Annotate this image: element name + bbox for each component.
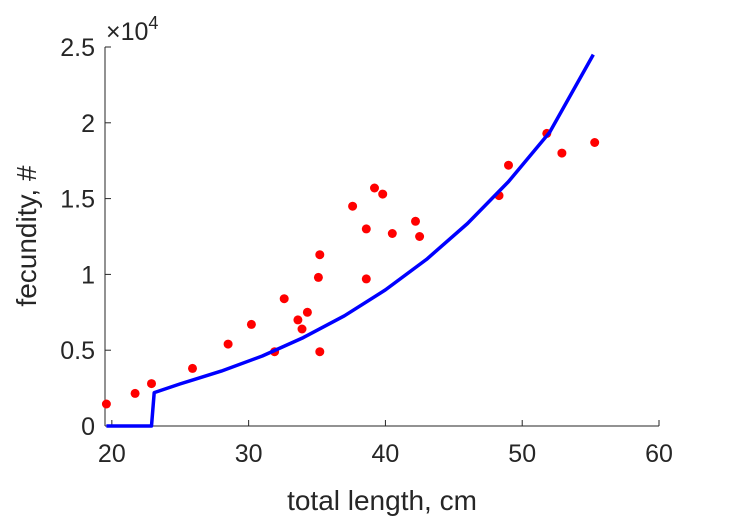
- fitted-curve-line: [106, 53, 595, 428]
- data-point: [361, 224, 371, 234]
- data-point: [130, 388, 140, 398]
- data-point: [415, 232, 425, 241]
- x-axis-label: total length, cm: [287, 485, 477, 516]
- data-point: [188, 363, 197, 373]
- plot-axes: [104, 47, 659, 427]
- data-point: [315, 347, 325, 357]
- data-point: [370, 183, 379, 193]
- x-tick-label: 60: [645, 440, 673, 468]
- y-tick-label: 2.5: [60, 34, 95, 62]
- y-tick-label: 1.5: [60, 186, 95, 214]
- data-point: [293, 315, 303, 325]
- x-tick-label: 50: [508, 440, 536, 468]
- data-point: [504, 160, 513, 170]
- data-point: [279, 294, 289, 304]
- data-point: [378, 189, 388, 199]
- y-axis-label: fecundity, #: [11, 165, 42, 307]
- y-tick-label: 0.5: [60, 337, 95, 365]
- data-point: [387, 229, 397, 238]
- data-point: [297, 324, 307, 334]
- x-tick-label: 40: [372, 440, 400, 468]
- data-point: [147, 379, 156, 389]
- x-tick-label: 30: [235, 440, 263, 468]
- data-point: [313, 272, 323, 282]
- y-tick-label: 0: [81, 413, 95, 441]
- data-point: [223, 339, 233, 349]
- data-point: [101, 399, 111, 409]
- y-exponent-power: 4: [148, 13, 158, 33]
- series-layer: [101, 53, 600, 428]
- y-exponent-base: ×10: [106, 18, 148, 46]
- data-point: [246, 319, 256, 329]
- data-point: [411, 216, 420, 226]
- data-point: [315, 250, 325, 260]
- y-ticks: 0 0.5 1 1.5 2 2.5: [60, 34, 111, 441]
- data-point: [590, 138, 600, 147]
- data-point: [348, 201, 358, 211]
- data-point: [557, 148, 567, 158]
- y-exponent-label: ×104: [106, 13, 158, 46]
- x-ticks: 20 30 40 50 60: [98, 420, 673, 468]
- y-tick-label: 1: [81, 261, 95, 289]
- data-point: [302, 307, 312, 317]
- y-tick-label: 2: [81, 110, 95, 138]
- x-tick-label: 20: [98, 440, 126, 468]
- data-point: [361, 274, 371, 284]
